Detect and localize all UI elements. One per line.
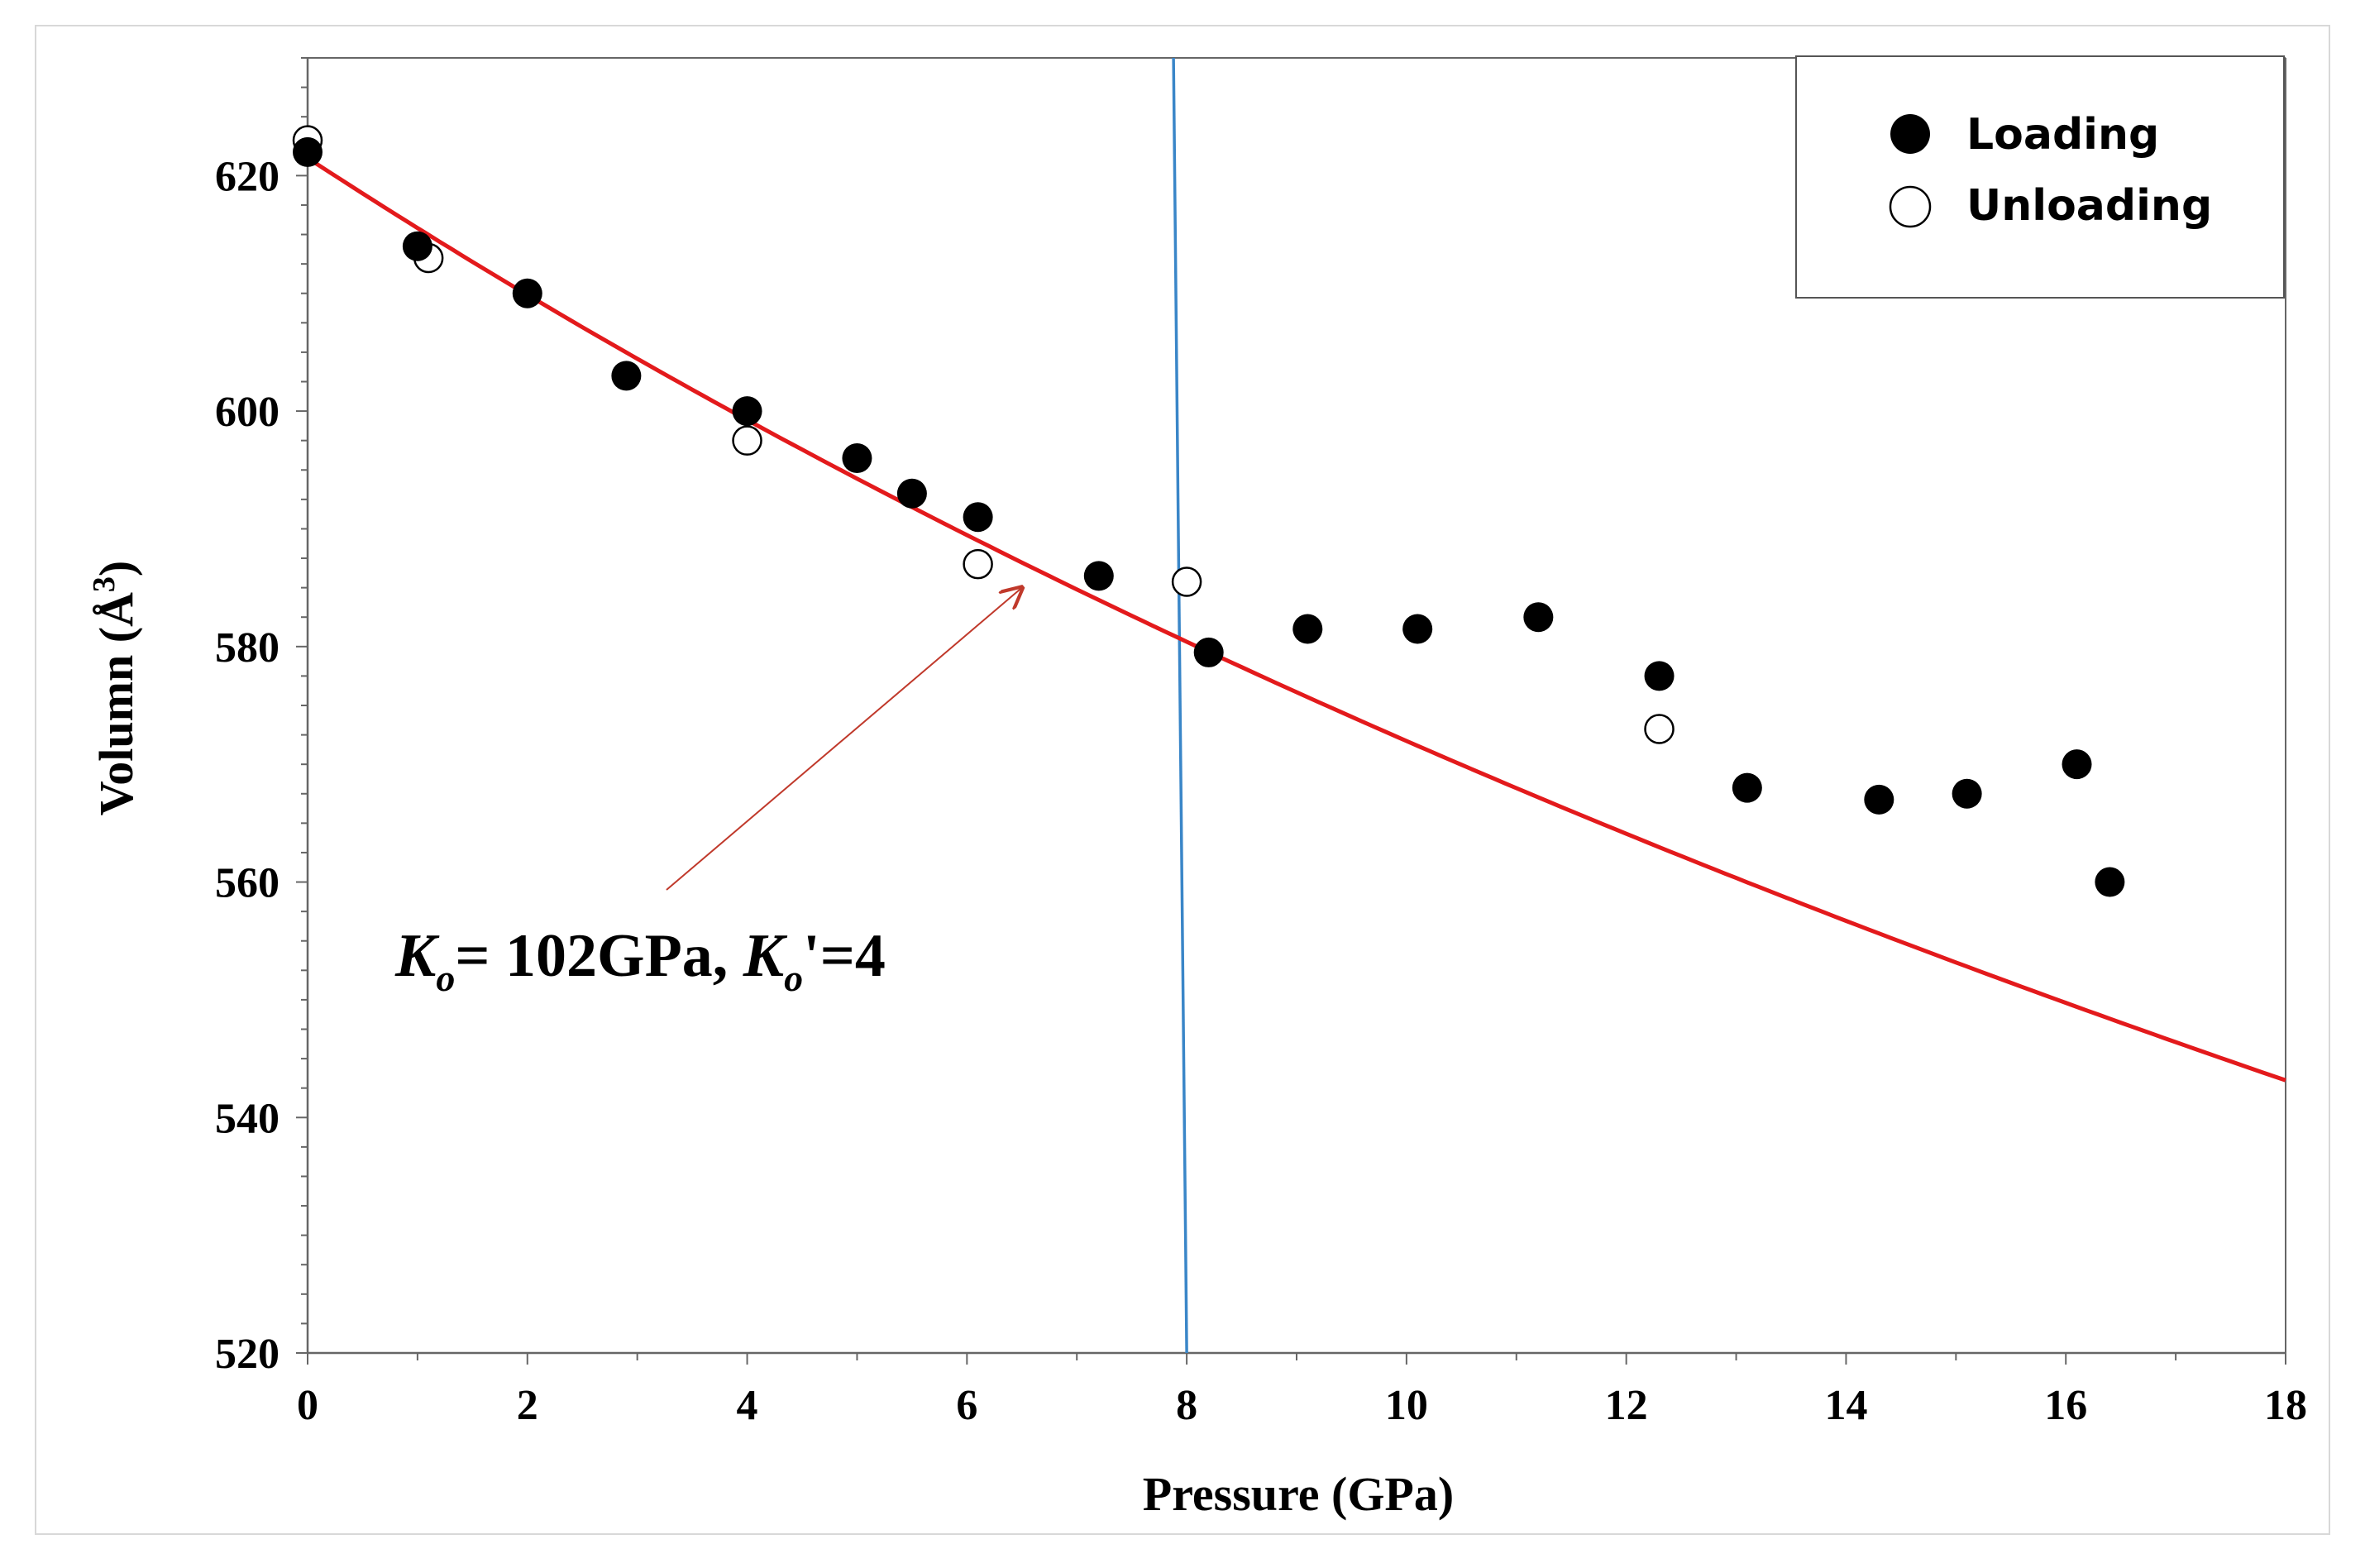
annotation-arrow — [666, 588, 1022, 891]
y-tick-label: 560 — [215, 860, 280, 907]
x-tick-label: 4 — [737, 1382, 758, 1429]
x-tick-label: 12 — [1605, 1382, 1648, 1429]
legend-box — [1795, 55, 2285, 299]
loading-point — [2095, 867, 2125, 897]
data-points-layer — [292, 125, 2125, 897]
k0-subscript: o — [436, 957, 455, 999]
unloading-point — [732, 425, 762, 456]
loading-point — [1864, 784, 1894, 815]
fit-annotation: Ko= 102GPa, Ko'=4 — [394, 588, 1022, 999]
x-axis-title: Pressure (GPa) — [1143, 1467, 1454, 1521]
reference-line — [1172, 57, 1188, 1354]
loading-point — [402, 231, 432, 261]
x-tick-label: 10 — [1385, 1382, 1428, 1429]
x-tick-label: 0 — [297, 1382, 318, 1429]
loading-point — [1644, 661, 1675, 691]
loading-point — [611, 361, 642, 391]
x-tick-label: 6 — [956, 1382, 977, 1429]
x-tick-label: 8 — [1176, 1382, 1197, 1429]
y-axis-title-text: Volumn (Å — [89, 592, 143, 815]
legend-unloading-label: Unloading — [1966, 181, 2212, 231]
loading-point — [842, 443, 872, 474]
y-tick-label: 600 — [215, 389, 280, 436]
legend: Loading Unloading — [1795, 55, 2285, 299]
x-tick-label: 16 — [2044, 1382, 2087, 1429]
unloading-point — [963, 548, 993, 580]
loading-point — [1083, 561, 1114, 591]
legend-unloading-marker — [1889, 185, 1932, 228]
unloading-point — [1644, 714, 1675, 744]
x-tick-label: 14 — [1824, 1382, 1867, 1429]
loading-point — [1193, 637, 1224, 667]
y-tick-label: 520 — [215, 1331, 280, 1378]
y-axis-title: Volumn (Å3) — [87, 561, 143, 816]
x-tick-label: 2 — [517, 1382, 538, 1429]
annotation-text: Ko= 102GPa, Ko'=4 — [394, 922, 886, 999]
k0-prime-value: '=4 — [803, 922, 886, 990]
loading-point — [896, 478, 927, 509]
k0-prime-subscript: o — [784, 957, 803, 999]
y-axis-title-sup: 3 — [87, 576, 122, 592]
loading-point — [1523, 602, 1554, 633]
k0-prime-symbol: K — [743, 922, 788, 990]
fit-curve-layer — [306, 155, 2286, 1083]
legend-loading-label: Loading — [1966, 110, 2159, 160]
loading-point — [293, 136, 322, 167]
x-tick-label: 18 — [2264, 1382, 2307, 1429]
k0-value: = 102GPa, — [455, 922, 743, 990]
y-tick-label: 620 — [215, 153, 280, 200]
loading-point — [963, 502, 993, 533]
fit-curve — [306, 155, 2286, 1083]
unloading-point — [1171, 566, 1202, 597]
loading-point — [512, 278, 542, 308]
loading-point — [1402, 614, 1433, 644]
y-tick-label: 540 — [215, 1095, 280, 1142]
y-axis-title-close: ) — [89, 561, 143, 576]
loading-point — [1952, 778, 1982, 809]
k0-symbol: K — [394, 922, 440, 990]
loading-point — [1292, 614, 1323, 644]
loading-point — [732, 396, 762, 427]
reference-line-layer — [1172, 57, 1188, 1354]
legend-loading-marker — [1890, 114, 1930, 154]
y-tick-label: 580 — [215, 624, 280, 672]
loading-point — [2062, 749, 2092, 780]
loading-point — [1732, 772, 1762, 803]
